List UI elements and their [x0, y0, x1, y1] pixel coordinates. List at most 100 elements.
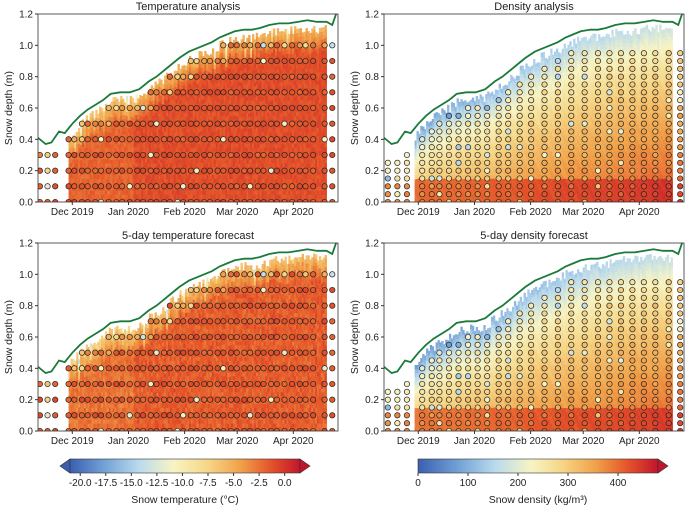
field-cell — [288, 151, 291, 156]
field-cell — [297, 142, 301, 148]
field-cell — [116, 178, 119, 183]
field-cell — [137, 194, 140, 199]
field-cell — [246, 84, 249, 90]
field-cell — [301, 71, 304, 77]
field-cell — [227, 115, 230, 120]
field-cell — [131, 97, 134, 103]
field-cell — [192, 69, 196, 74]
field-cell — [232, 170, 236, 175]
field-cell — [91, 130, 94, 136]
field-cell — [255, 95, 259, 101]
field-cell — [225, 97, 228, 102]
field-cell — [78, 182, 81, 187]
field-cell — [253, 186, 257, 191]
field-cell — [274, 47, 278, 52]
field-cell — [225, 198, 228, 202]
field-cell — [123, 198, 127, 202]
field-cell — [252, 80, 255, 86]
field-cell — [255, 146, 259, 152]
field-cell — [169, 162, 173, 168]
field-cell — [160, 115, 163, 120]
field-cell — [78, 127, 81, 133]
field-cell — [211, 146, 215, 152]
field-cell — [89, 124, 92, 130]
field-cell — [78, 198, 81, 202]
field-cell — [294, 30, 297, 35]
field-cell — [280, 66, 283, 71]
field-cell — [91, 162, 94, 167]
field-cell — [194, 194, 197, 199]
field-cell — [278, 120, 282, 126]
observation-marker — [113, 198, 120, 202]
field-cell — [240, 70, 243, 75]
observation-marker — [206, 151, 214, 159]
field-cell — [263, 146, 266, 152]
field-cell — [217, 190, 220, 195]
field-cell — [284, 95, 287, 101]
field-cell — [316, 158, 320, 164]
field-cell — [83, 143, 87, 149]
field-cell — [211, 127, 215, 132]
field-cell — [211, 162, 215, 168]
field-cell — [133, 142, 136, 147]
field-cell — [315, 170, 318, 175]
field-cell — [150, 97, 154, 102]
field-cell — [118, 101, 121, 107]
field-cell — [242, 147, 245, 152]
observation-marker — [161, 151, 168, 159]
field-cell — [152, 162, 155, 168]
field-cell — [102, 186, 106, 191]
field-cell — [301, 170, 304, 175]
field-cell — [324, 162, 327, 168]
field-cell — [238, 186, 241, 191]
field-cell — [307, 174, 310, 180]
field-cell — [95, 159, 98, 165]
field-cell — [278, 109, 282, 114]
field-cell — [238, 104, 241, 110]
field-cell — [284, 194, 287, 199]
observation-marker — [268, 73, 275, 80]
field-cell — [230, 101, 234, 106]
field-cell — [104, 119, 108, 124]
field-cell — [125, 174, 129, 179]
field-cell — [106, 128, 110, 133]
field-cell — [187, 112, 190, 118]
field-cell — [76, 151, 79, 156]
field-cell — [265, 36, 268, 41]
field-cell — [290, 131, 293, 137]
field-cell — [198, 105, 201, 110]
field-cell — [307, 73, 310, 79]
observation-marker — [38, 183, 43, 190]
field-cell — [259, 190, 262, 195]
field-cell — [141, 143, 144, 148]
field-cell — [267, 194, 270, 199]
field-cell — [204, 54, 207, 60]
field-cell — [316, 88, 320, 93]
field-cell — [219, 80, 222, 85]
field-cell — [286, 178, 289, 183]
field-cell — [160, 99, 163, 104]
field-cell — [122, 142, 125, 147]
field-cell — [250, 100, 253, 105]
field-cell — [278, 81, 282, 87]
observation-marker — [227, 183, 235, 190]
field-cell — [252, 96, 255, 101]
field-cell — [261, 84, 264, 89]
field-cell — [148, 100, 152, 105]
field-cell — [278, 143, 282, 149]
field-cell — [171, 91, 175, 96]
field-cell — [278, 74, 282, 79]
field-cell — [225, 182, 228, 188]
field-cell — [257, 53, 261, 58]
field-cell — [294, 112, 297, 117]
field-cell — [114, 128, 117, 133]
field-cell — [198, 171, 201, 176]
field-cell — [230, 143, 234, 149]
field-cell — [200, 83, 203, 88]
field-cell — [244, 146, 247, 152]
field-cell — [253, 54, 257, 60]
field-cell — [318, 194, 322, 199]
field-cell — [280, 163, 283, 168]
field-cell — [219, 190, 222, 195]
field-cell — [131, 140, 134, 145]
